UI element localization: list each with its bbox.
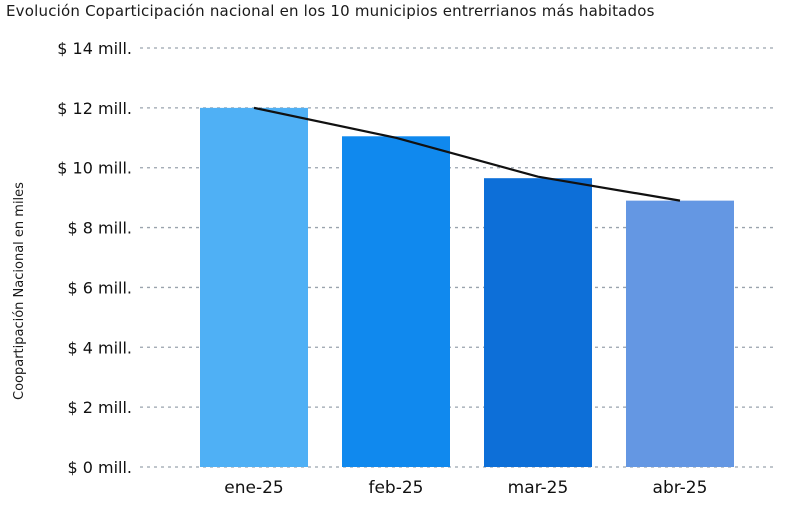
y-tick-label: $ 6 mill. [67,278,132,297]
x-tick-label: ene-25 [224,478,283,498]
bar-feb-25 [342,136,450,467]
chart-title: Evolución Coparticipación nacional en lo… [6,2,655,20]
trendline-group [253,106,681,202]
y-tick-label: $ 0 mill. [67,458,132,477]
x-axis-labels: ene-25 feb-25 mar-25 abr-25 [224,478,707,498]
y-axis-ticks: $ 0 mill. $ 2 mill. $ 4 mill. $ 6 mill. $ 8 … [57,39,132,477]
y-tick-label: $ 8 mill. [67,219,132,238]
y-tick-label: $ 4 mill. [67,338,132,357]
bars [200,107,734,468]
bar-abr-25 [626,200,734,467]
bar-ene-25 [200,107,308,467]
x-tick-label: mar-25 [508,478,569,498]
trendline [253,106,681,202]
bar-mar-25 [484,178,592,468]
y-tick-label: $ 10 mill. [57,159,132,178]
y-tick-label: $ 2 mill. [67,398,132,417]
y-tick-label: $ 14 mill. [57,39,132,58]
x-tick-label: abr-25 [653,478,708,498]
x-tick-label: feb-25 [368,478,423,498]
y-tick-label: $ 12 mill. [57,99,132,118]
